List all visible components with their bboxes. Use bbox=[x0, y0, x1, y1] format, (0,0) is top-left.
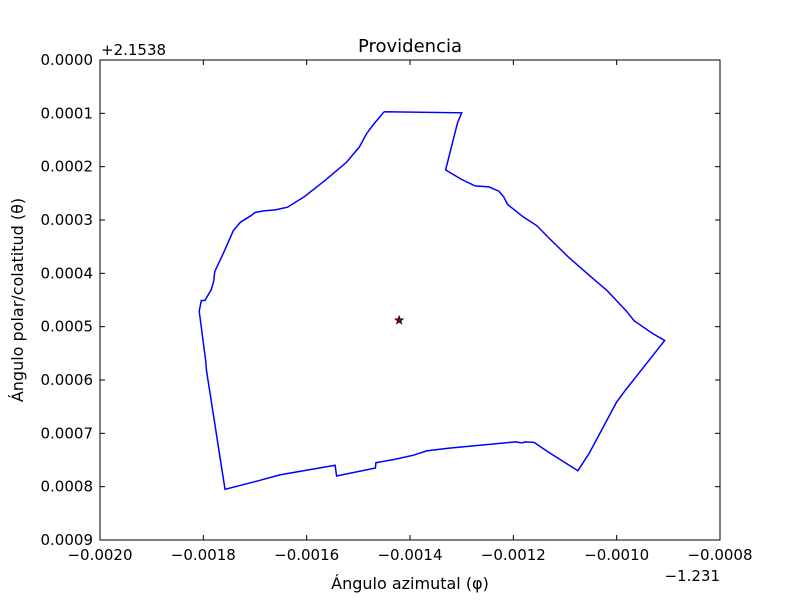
y-tick-label: 0.0006 bbox=[41, 371, 94, 389]
plot-area bbox=[100, 60, 720, 540]
y-tick-label: 0.0007 bbox=[41, 424, 94, 442]
boundary-line bbox=[198, 110, 666, 491]
y-tick-label: 0.0008 bbox=[41, 478, 94, 496]
x-tick-label: −0.0018 bbox=[171, 546, 236, 564]
x-tick-label: −0.0008 bbox=[687, 546, 752, 564]
chart-title: Providencia bbox=[358, 36, 462, 57]
y-tick-label: 0.0002 bbox=[41, 158, 94, 176]
plot-frame bbox=[99, 59, 721, 541]
y-tick-label: 0.0003 bbox=[41, 211, 94, 229]
x-offset-text: −1.231 bbox=[664, 567, 720, 585]
y-tick-labels: 0.0000 0.0001 0.0002 0.0003 0.0004 0.0005 0.00… bbox=[41, 51, 94, 549]
centroid-marker bbox=[394, 314, 405, 325]
x-tick-label: −0.0014 bbox=[377, 546, 442, 564]
y-offset-text: +2.1538 bbox=[101, 41, 166, 59]
x-tick-label: −0.0020 bbox=[67, 546, 132, 564]
x-tick-label: −0.0012 bbox=[481, 546, 546, 564]
x-axis-label: Ángulo azimutal (φ) bbox=[331, 574, 489, 593]
y-axis-label: Ángulo polar/colatitud (θ) bbox=[8, 198, 27, 402]
x-tick-label: −0.0016 bbox=[274, 546, 339, 564]
y-tick-label: 0.0004 bbox=[41, 264, 94, 282]
x-tick-labels: −0.0020 −0.0018 −0.0016 −0.0014 −0.0012 −0.00… bbox=[67, 546, 752, 564]
y-tick-label: 0.0005 bbox=[41, 318, 94, 336]
y-tick-label: 0.0001 bbox=[41, 104, 94, 122]
x-tick-label: −0.0010 bbox=[584, 546, 649, 564]
y-tick-label: 0.0009 bbox=[41, 531, 94, 549]
y-tick-label: 0.0000 bbox=[41, 51, 94, 69]
